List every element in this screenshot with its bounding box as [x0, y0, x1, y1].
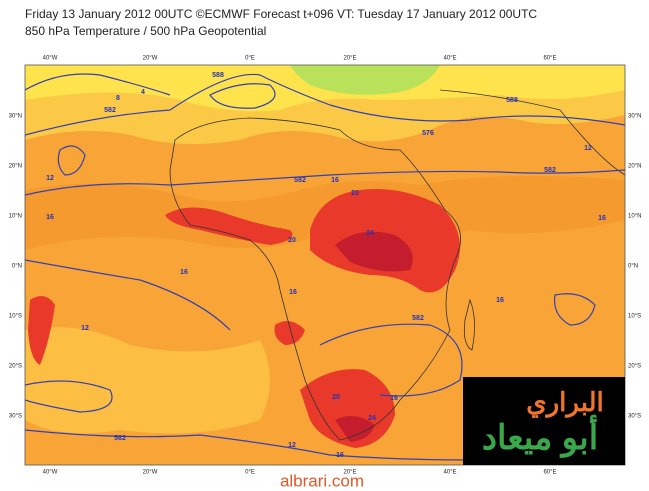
contour-label: 588 — [212, 72, 224, 79]
longitude-label: 20°W — [143, 56, 158, 62]
latitude-label: 10°N — [9, 214, 22, 220]
contour-label: 582 — [544, 167, 556, 174]
longitude-label: 20°E — [343, 56, 356, 62]
longitude-label: 40°W — [43, 470, 58, 476]
latitude-label: 30°N — [9, 114, 22, 120]
map-frame — [24, 64, 626, 466]
contour-label: 12 — [584, 145, 592, 152]
latitude-label: 20°S — [9, 364, 22, 370]
longitude-label: 20°W — [143, 470, 158, 476]
map-field — [25, 65, 625, 465]
contour-label: 12 — [46, 175, 54, 182]
watermark-text: البراري — [526, 387, 603, 418]
latitude-label: 10°S — [9, 314, 22, 320]
watermark-box — [463, 377, 625, 465]
contour-label: 4 — [141, 89, 145, 96]
contour-label: 16 — [46, 214, 54, 221]
contour-label: 24 — [368, 415, 376, 422]
longitude-label: 40°W — [43, 56, 58, 62]
header-line: Friday 13 January 2012 00UTC ©ECMWF Fore… — [25, 7, 537, 21]
latitude-label: 20°S — [628, 364, 641, 370]
watermark-site: albrari.com — [280, 471, 364, 490]
latitude-label: 10°N — [628, 214, 641, 220]
latitude-label: 30°N — [628, 114, 641, 120]
contour-label: 16 — [496, 297, 504, 304]
longitude-label: 0°E — [245, 470, 255, 476]
contour-label: 12 — [81, 325, 89, 332]
latitude-label: 20°N — [628, 164, 641, 170]
contour-label: 20 — [288, 237, 296, 244]
contour-label: 16 — [390, 395, 398, 402]
latitude-label: 30°S — [9, 414, 22, 420]
contour-label: 582 — [114, 435, 126, 442]
contour-label: 576 — [422, 130, 434, 137]
contour-label: 20 — [351, 190, 359, 197]
longitude-label: 60°E — [543, 470, 556, 476]
longitude-label: 40°E — [443, 56, 456, 62]
longitude-label: 0°E — [245, 56, 255, 62]
contour-label: 24 — [366, 230, 374, 237]
contour-label: 12 — [288, 442, 296, 449]
latitude-label: 20°N — [9, 164, 22, 170]
contour-label: 582 — [104, 107, 116, 114]
header-line: 850 hPa Temperature / 500 hPa Geopotenti… — [25, 24, 266, 38]
latitude-label: 0°N — [12, 264, 22, 270]
longitude-label: 60°E — [543, 56, 556, 62]
longitude-label: 20°E — [343, 470, 356, 476]
contour-label: 8 — [116, 95, 120, 102]
contour-label: 582 — [294, 177, 306, 184]
contour-label: 20 — [332, 394, 340, 401]
contour-label: 16 — [336, 452, 344, 459]
contour-label: 16 — [180, 269, 188, 276]
contour-label: 588 — [506, 97, 518, 104]
latitude-label: 10°S — [628, 314, 641, 320]
contour-label: 582 — [412, 315, 424, 322]
latitude-label: 30°S — [628, 414, 641, 420]
contour-label: 16 — [331, 177, 339, 184]
contour-label: 16 — [289, 289, 297, 296]
latitude-label: 0°N — [628, 264, 638, 270]
watermark-text: أبو ميعاد — [482, 415, 598, 458]
longitude-label: 40°E — [443, 470, 456, 476]
contour-label: 16 — [598, 215, 606, 222]
